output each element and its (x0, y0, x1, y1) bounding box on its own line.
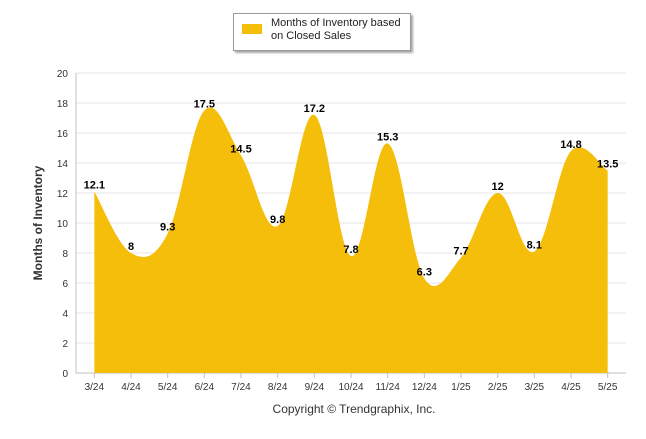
x-tick-label: 2/25 (488, 382, 508, 393)
y-tick-label: 20 (57, 69, 69, 80)
y-tick-label: 0 (62, 369, 68, 380)
x-tick-label: 1/25 (451, 382, 471, 393)
data-label: 7.7 (453, 246, 468, 258)
y-tick-label: 12 (57, 189, 69, 200)
y-tick-label: 6 (62, 279, 68, 290)
x-tick-label: 3/24 (85, 382, 105, 393)
x-tick-label: 7/24 (231, 382, 251, 393)
x-tick-label: 4/25 (561, 382, 581, 393)
y-tick-label: 2 (62, 339, 68, 350)
legend-label: Months of Inventory based on Closed Sale… (271, 17, 401, 42)
series-area (94, 107, 608, 373)
data-label: 9.8 (270, 214, 285, 226)
data-label: 14.5 (230, 144, 251, 156)
data-label: 7.8 (343, 244, 358, 256)
x-tick-label: 3/25 (525, 382, 545, 393)
y-tick-label: 4 (62, 309, 68, 320)
x-tick-label: 4/24 (121, 382, 141, 393)
y-tick-label: 8 (62, 249, 68, 260)
legend: Months of Inventory based on Closed Sale… (233, 13, 411, 51)
x-tick-label: 11/24 (376, 382, 401, 393)
x-tick-label: 6/24 (195, 382, 215, 393)
y-tick-label: 14 (57, 159, 69, 170)
data-label: 6.3 (417, 267, 432, 279)
y-tick-label: 10 (57, 219, 69, 230)
data-label: 13.5 (597, 159, 618, 171)
data-label: 15.3 (377, 132, 398, 144)
data-label: 8 (128, 241, 134, 253)
x-tick-label: 10/24 (338, 382, 363, 393)
x-tick-label: 5/25 (598, 382, 618, 393)
legend-swatch (242, 24, 262, 34)
data-label: 9.3 (160, 222, 175, 234)
y-axis-title: Months of Inventory (31, 165, 45, 280)
data-label: 17.5 (194, 99, 215, 111)
data-label: 8.1 (527, 240, 542, 252)
x-tick-label: 8/24 (268, 382, 288, 393)
data-label: 12.1 (84, 180, 105, 192)
y-tick-label: 16 (57, 129, 69, 140)
data-label: 14.8 (560, 139, 581, 151)
data-label: 17.2 (304, 103, 325, 115)
x-tick-label: 9/24 (305, 382, 325, 393)
x-tick-label: 5/24 (158, 382, 178, 393)
data-label: 12 (492, 181, 504, 193)
y-tick-label: 18 (57, 99, 69, 110)
x-tick-label: 12/24 (412, 382, 437, 393)
copyright-text: Copyright © Trendgraphix, Inc. (272, 402, 436, 416)
